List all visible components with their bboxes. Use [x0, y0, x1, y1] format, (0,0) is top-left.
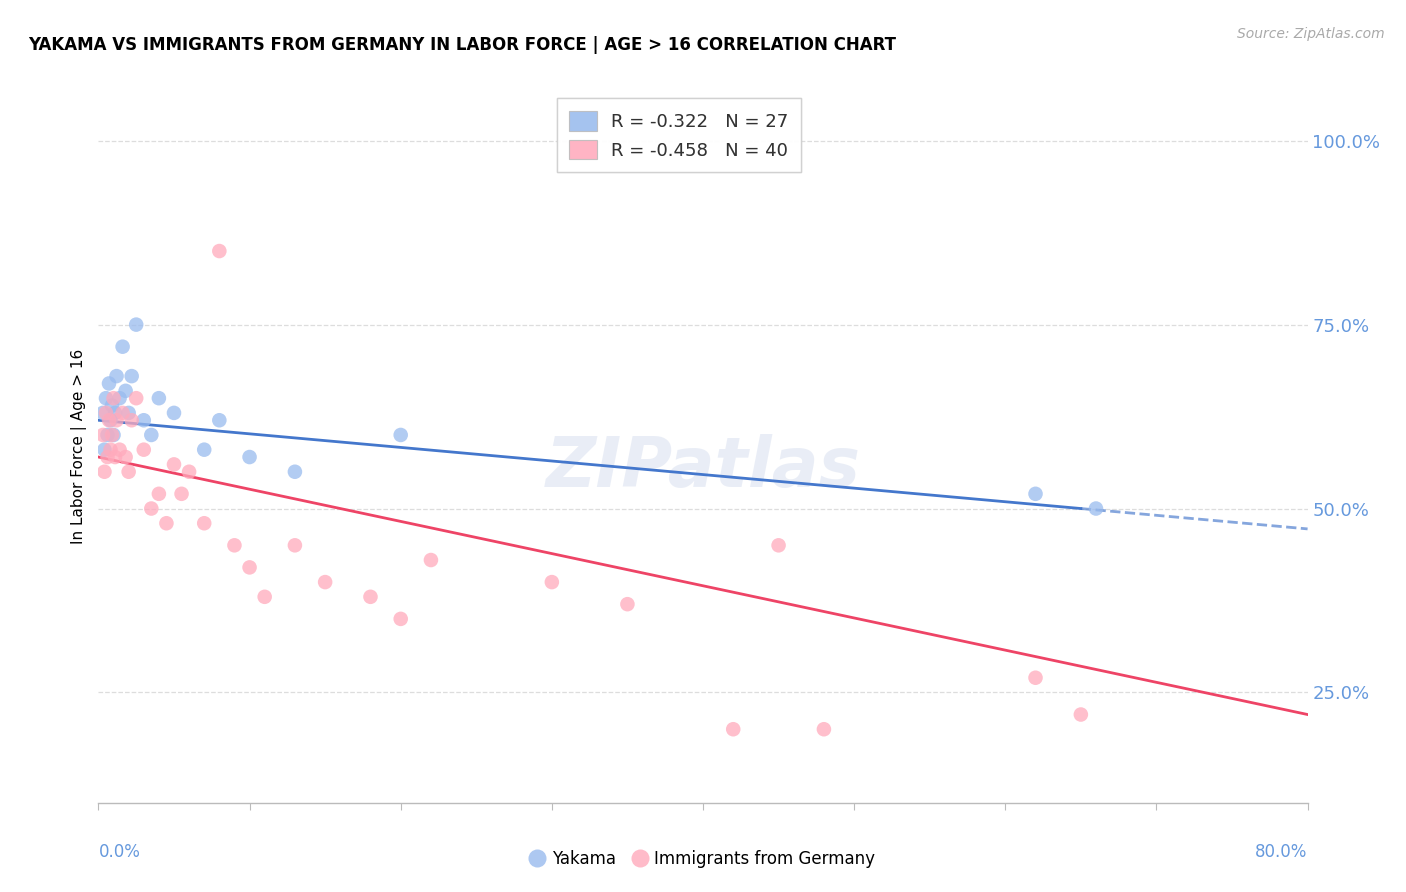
Point: [253, 590, 276, 604]
Point: [1024, 487, 1046, 501]
Point: [100, 442, 122, 457]
Point: [148, 487, 170, 501]
Point: [813, 723, 835, 737]
Point: [121, 369, 143, 384]
Point: [125, 391, 148, 405]
Point: [148, 391, 170, 405]
Point: [118, 406, 141, 420]
Point: [94, 406, 117, 420]
Point: [114, 384, 136, 398]
Point: [141, 501, 163, 516]
Text: 80.0%: 80.0%: [1256, 843, 1308, 861]
Point: [105, 413, 128, 427]
Point: [118, 465, 141, 479]
Point: [768, 538, 790, 552]
Point: [98, 376, 121, 391]
Point: [284, 465, 307, 479]
Point: [121, 413, 143, 427]
Point: [111, 406, 134, 420]
Point: [98, 413, 121, 427]
Point: [208, 413, 231, 427]
Point: [100, 413, 122, 427]
Point: [723, 723, 745, 737]
Point: [96, 428, 118, 442]
Point: [1070, 707, 1092, 722]
Point: [103, 391, 125, 405]
Point: [93, 465, 115, 479]
Point: [389, 612, 412, 626]
Point: [193, 442, 215, 457]
Point: [163, 458, 186, 472]
Point: [103, 428, 125, 442]
Point: [104, 406, 127, 420]
Point: [179, 465, 201, 479]
Point: [114, 450, 136, 464]
Y-axis label: In Labor Force | Age > 16: In Labor Force | Age > 16: [72, 349, 87, 543]
Point: [224, 538, 246, 552]
Text: ZIPatlas: ZIPatlas: [546, 434, 860, 501]
Point: [420, 553, 443, 567]
Point: [132, 442, 155, 457]
Text: YAKAMA VS IMMIGRANTS FROM GERMANY IN LABOR FORCE | AGE > 16 CORRELATION CHART: YAKAMA VS IMMIGRANTS FROM GERMANY IN LAB…: [28, 36, 896, 54]
Point: [91, 406, 114, 420]
Legend: Yakama, Immigrants from Germany: Yakama, Immigrants from Germany: [524, 844, 882, 875]
Point: [1085, 501, 1108, 516]
Point: [1024, 671, 1046, 685]
Point: [105, 369, 128, 384]
Point: [314, 575, 336, 590]
Point: [360, 590, 382, 604]
Text: 0.0%: 0.0%: [98, 843, 141, 861]
Point: [93, 442, 115, 457]
Point: [125, 318, 148, 332]
Point: [111, 340, 134, 354]
Point: [170, 487, 193, 501]
Point: [155, 516, 177, 531]
Point: [616, 597, 638, 611]
Point: [94, 391, 117, 405]
Point: [101, 428, 124, 442]
Point: [239, 560, 262, 574]
Point: [284, 538, 307, 552]
Point: [108, 391, 131, 405]
Point: [208, 244, 231, 258]
Text: Source: ZipAtlas.com: Source: ZipAtlas.com: [1237, 27, 1385, 41]
Point: [104, 450, 127, 464]
Point: [101, 399, 124, 413]
Point: [132, 413, 155, 427]
Point: [163, 406, 186, 420]
Point: [239, 450, 262, 464]
Point: [141, 428, 163, 442]
Point: [91, 428, 114, 442]
Point: [96, 450, 118, 464]
Legend: R = -0.322   N = 27, R = -0.458   N = 40: R = -0.322 N = 27, R = -0.458 N = 40: [557, 98, 801, 172]
Point: [541, 575, 564, 590]
Point: [389, 428, 412, 442]
Point: [193, 516, 215, 531]
Point: [108, 442, 131, 457]
